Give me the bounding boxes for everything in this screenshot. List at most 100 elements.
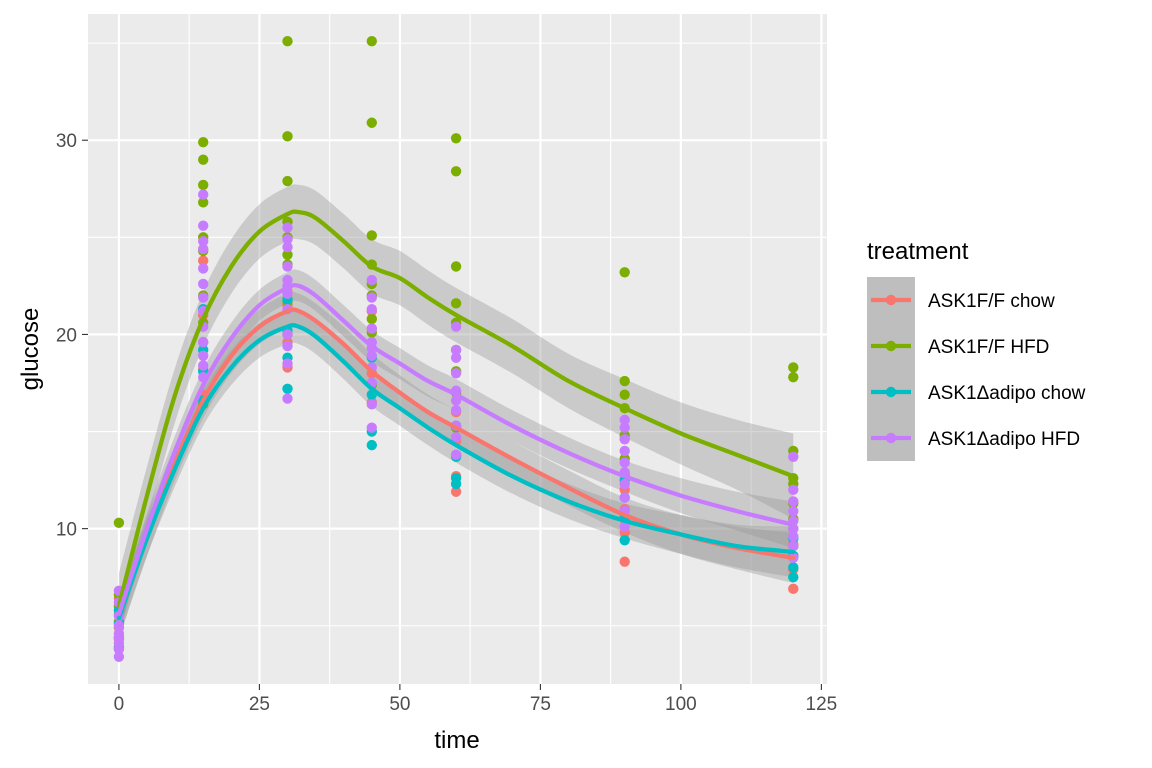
data-point: [198, 255, 209, 266]
data-point: [450, 449, 462, 461]
data-point: [619, 375, 630, 387]
data-point: [619, 535, 630, 546]
data-point: [366, 350, 377, 361]
data-point: [198, 220, 209, 231]
data-point: [450, 166, 462, 177]
data-point: [450, 472, 462, 484]
data-point: [366, 399, 377, 410]
confidence-bands: [118, 184, 794, 640]
data-point: [282, 393, 293, 404]
data-point: [788, 531, 799, 542]
data-point: [788, 583, 799, 595]
x-tick-label: 0: [114, 694, 125, 715]
x-tick-label: 50: [389, 694, 410, 715]
x-tick-label: 125: [806, 694, 838, 715]
data-point: [788, 562, 799, 573]
data-point: [619, 478, 630, 490]
data-point: [282, 340, 293, 352]
legend-key-point: [885, 432, 897, 444]
data-point: [366, 422, 377, 433]
data-point: [198, 360, 209, 371]
data-point: [619, 434, 630, 445]
legend-title: treatment: [867, 238, 969, 265]
data-point: [282, 249, 293, 261]
data-point: [282, 329, 293, 340]
data-point: [366, 323, 377, 334]
data-point: [113, 628, 125, 639]
data-point: [788, 451, 799, 462]
series-line: [116, 323, 796, 621]
data-point: [450, 298, 462, 309]
data-point: [198, 292, 209, 303]
y-tick-label: 20: [56, 325, 77, 346]
legend-key-point: [885, 340, 897, 352]
confidence-band: [118, 184, 794, 640]
data-point: [282, 35, 293, 47]
data-point: [113, 620, 125, 631]
data-point: [619, 521, 630, 532]
data-point: [282, 131, 293, 142]
data-point: [366, 439, 377, 451]
series-line: [116, 282, 796, 617]
data-point: [450, 352, 462, 363]
legend-label: ASK1F/F HFD: [928, 337, 1049, 358]
legend-key-point: [885, 294, 897, 306]
data-point: [282, 234, 293, 245]
data-point: [366, 117, 377, 128]
axes: 0 25 50 75 100 125 10 20 30: [56, 131, 837, 715]
data-point: [198, 337, 209, 348]
data-point: [450, 133, 462, 144]
legend-items: ASK1F/F chow ASK1F/F HFD ASK1Δadipo chow AS…: [867, 277, 1086, 461]
data-point: [282, 274, 293, 286]
legend: treatment ASK1F/F chow ASK1F/F HFD ASK1Δad…: [867, 238, 1086, 461]
data-point: [366, 230, 377, 241]
data-point: [113, 517, 125, 529]
legend-label: ASK1Δadipo HFD: [928, 429, 1080, 450]
legend-label: ASK1Δadipo chow: [928, 383, 1086, 404]
data-point: [198, 243, 209, 255]
data-point: [450, 368, 462, 379]
data-point: [198, 136, 209, 148]
data-point: [198, 263, 209, 274]
data-point: [366, 35, 377, 47]
x-tick-label: 25: [249, 694, 270, 715]
data-point: [282, 383, 293, 395]
x-tick-label: 100: [665, 694, 697, 715]
data-point: [788, 571, 799, 583]
data-point: [113, 651, 125, 663]
smooth-lines: [116, 209, 796, 621]
data-point: [198, 236, 209, 247]
legend-key-point: [885, 386, 897, 398]
data-point: [619, 414, 630, 426]
legend-label: ASK1F/F chow: [928, 291, 1055, 312]
data-point: [619, 556, 630, 567]
data-point: [788, 371, 799, 383]
data-point: [619, 389, 630, 400]
data-point: [282, 241, 293, 253]
y-tick-label: 30: [56, 131, 77, 152]
data-point: [198, 179, 209, 191]
data-point: [366, 274, 377, 286]
data-point: [619, 445, 630, 457]
data-point: [198, 278, 209, 290]
x-tick-label: 75: [530, 694, 551, 715]
data-point: [788, 496, 799, 507]
data-point: [619, 267, 630, 278]
data-point: [450, 261, 462, 272]
series-line: [116, 307, 796, 621]
data-point: [450, 344, 462, 356]
data-point: [788, 362, 799, 373]
data-point: [450, 432, 462, 443]
data-point: [450, 321, 462, 332]
data-point: [619, 492, 630, 503]
data-point: [619, 422, 630, 433]
data-point: [788, 484, 799, 495]
y-tick-label: 10: [56, 520, 77, 541]
data-point: [619, 457, 630, 468]
data-point: [788, 505, 799, 517]
y-axis-title: glucose: [17, 308, 44, 391]
data-point: [366, 292, 377, 303]
data-point: [366, 313, 377, 325]
data-point: [198, 154, 209, 165]
